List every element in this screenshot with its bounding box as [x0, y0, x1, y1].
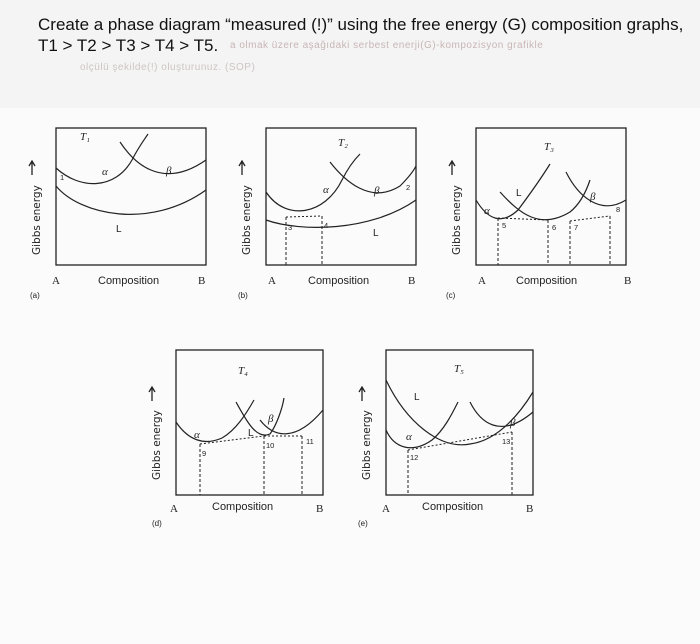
faded-turkish-text-2: olçülü şekilde(!) oluşturunuz. (SOP) [80, 62, 256, 73]
problem-line-1: Create a phase diagram “measured (!)” us… [38, 15, 684, 34]
x-axis-label: Composition [516, 275, 577, 287]
temperature-label: T₂ [338, 137, 348, 149]
liquid-curve [265, 199, 417, 228]
common-tangent-dashed [407, 431, 513, 451]
point-label-3: 3 [288, 223, 292, 232]
y-axis-label: Gibbs energy [241, 185, 253, 255]
panel-caption: (a) [30, 291, 40, 300]
x-right-label: B [624, 275, 631, 287]
problem-statement: Create a phase diagram “measured (!)” us… [38, 14, 688, 56]
point-label-5: 5 [502, 221, 506, 230]
liquid-curve [385, 379, 534, 446]
point-label-8: 8 [616, 205, 620, 214]
point-label-9: 9 [202, 449, 206, 458]
beta-label: β [165, 165, 172, 177]
alpha-curve [385, 401, 459, 449]
plot-frame [475, 127, 627, 266]
panel-b: Gibbs energy T₂ α β L 2 3 4 A Compositio… [230, 120, 430, 310]
x-left-label: A [478, 275, 486, 287]
x-axis-label: Composition [308, 275, 369, 287]
plot-frame [385, 349, 534, 496]
x-axis-label: Composition [212, 501, 273, 513]
common-tangent-dashed [285, 215, 323, 218]
y-axis-arrow-icon [238, 159, 246, 175]
plot-frame [175, 349, 324, 496]
point-label-7: 7 [574, 223, 578, 232]
beta-label: β [373, 185, 380, 197]
common-tangent-dashed [497, 217, 549, 221]
alpha-curve [265, 153, 361, 212]
x-left-label: A [170, 503, 178, 515]
problem-line-2: T1 > T2 > T3 > T4 > T5. [38, 36, 219, 55]
alpha-label: α [323, 184, 329, 196]
temperature-label: T₃ [544, 141, 554, 153]
liquid-curve [499, 179, 591, 221]
alpha-curve [175, 399, 255, 443]
beta-label: β [589, 191, 596, 203]
alpha-label: α [406, 431, 412, 443]
panel-c: Gibbs energy T₃ α L β 5 6 7 8 A Composit… [440, 120, 640, 310]
panel-a: Gibbs energy T₁ α β L 1 A Composition B … [20, 120, 220, 310]
x-right-label: B [526, 503, 533, 515]
liquid-label: L [116, 224, 122, 235]
alpha-label: α [102, 166, 108, 178]
beta-curve [329, 161, 417, 194]
beta-curve [565, 171, 627, 207]
x-right-label: B [198, 275, 205, 287]
alpha-curve [475, 163, 551, 220]
panel-caption: (e) [358, 519, 368, 528]
alpha-label: α [194, 429, 200, 441]
point-label-13: 13 [502, 437, 510, 446]
panel-caption: (d) [152, 519, 162, 528]
common-tangent-dashed [199, 435, 265, 445]
point-label-6: 6 [552, 223, 556, 232]
y-axis-label: Gibbs energy [451, 185, 463, 255]
x-right-label: B [316, 503, 323, 515]
x-axis-label: Composition [422, 501, 483, 513]
point-label-4: 4 [324, 221, 328, 230]
y-axis-arrow-icon [28, 159, 36, 175]
liquid-label: L [516, 188, 522, 199]
panel-e: Gibbs energy T₅ L α β 12 13 A Compositio… [350, 340, 550, 540]
header-band [0, 0, 700, 108]
y-axis-arrow-icon [448, 159, 456, 175]
x-left-label: A [382, 503, 390, 515]
liquid-curve [55, 185, 207, 215]
liquid-label: L [414, 392, 420, 403]
panel-d: Gibbs energy T₄ α L β 9 10 11 A Composit… [140, 340, 340, 540]
faded-turkish-text-1: a olmak üzere aşağıdaki serbest enerji(G… [230, 40, 544, 51]
beta-curve [469, 401, 534, 427]
y-axis-label: Gibbs energy [151, 410, 163, 480]
y-axis-arrow-icon [358, 385, 366, 401]
common-tangent-dashed [569, 215, 611, 222]
point-label-2: 2 [406, 183, 410, 192]
beta-curve [119, 141, 207, 175]
temperature-label: T₅ [454, 363, 464, 375]
x-left-label: A [52, 275, 60, 287]
beta-label: β [267, 413, 274, 425]
panel-caption: (c) [446, 291, 456, 300]
plot-frame [265, 127, 417, 266]
temperature-label: T₁ [80, 131, 90, 143]
panel-caption: (b) [238, 291, 248, 300]
liquid-label: L [373, 228, 379, 239]
beta-curve [259, 409, 324, 435]
plot-frame [55, 127, 207, 266]
liquid-curve [235, 397, 285, 436]
x-right-label: B [408, 275, 415, 287]
temperature-label: T₄ [238, 365, 248, 377]
beta-label: β [509, 417, 516, 429]
point-label-1: 1 [60, 173, 64, 182]
point-label-12: 12 [410, 453, 418, 462]
liquid-label: L [248, 428, 254, 439]
point-label-10: 10 [266, 441, 274, 450]
y-axis-label: Gibbs energy [361, 410, 373, 480]
y-axis-label: Gibbs energy [31, 185, 43, 255]
alpha-label: α [484, 205, 490, 217]
x-axis-label: Composition [98, 275, 159, 287]
x-left-label: A [268, 275, 276, 287]
alpha-curve [55, 133, 149, 185]
y-axis-arrow-icon [148, 385, 156, 401]
point-label-11: 11 [306, 437, 314, 446]
